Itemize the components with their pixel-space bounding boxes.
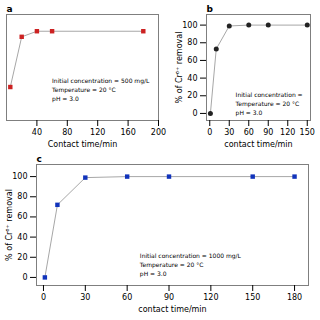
svg-text:b: b	[207, 4, 214, 14]
svg-text:160: 160	[120, 128, 135, 137]
svg-text:150: 150	[245, 293, 260, 302]
svg-text:80: 80	[62, 128, 72, 137]
svg-text:30: 30	[80, 293, 90, 302]
svg-text:100: 100	[12, 172, 27, 181]
svg-text:200: 200	[151, 128, 166, 137]
svg-text:40: 40	[32, 128, 42, 137]
svg-text:c: c	[37, 154, 42, 164]
svg-text:30: 30	[224, 128, 234, 137]
svg-text:Initial concentration =Tempera: Initial concentration =Temperature = 20 …	[235, 91, 303, 117]
svg-text:120: 120	[280, 128, 295, 137]
svg-text:contact time/min: contact time/min	[138, 305, 206, 314]
svg-text:0: 0	[207, 128, 212, 137]
svg-text:Contact time/min: Contact time/min	[48, 140, 118, 149]
svg-text:0: 0	[22, 273, 27, 282]
svg-text:contact time/min: contact time/min	[224, 140, 292, 149]
svg-text:60: 60	[17, 212, 27, 221]
svg-text:Initial concentration = 500 mg: Initial concentration = 500 mg/LTemperat…	[51, 77, 150, 103]
svg-text:120: 120	[203, 293, 218, 302]
svg-text:100: 100	[182, 21, 197, 30]
svg-text:Initial concentration = 1000 m: Initial concentration = 1000 mg/LTempera…	[139, 252, 242, 278]
svg-text:60: 60	[244, 128, 254, 137]
svg-text:% of Cr⁶⁺ removal: % of Cr⁶⁺ removal	[5, 189, 14, 261]
svg-text:150: 150	[300, 128, 315, 137]
svg-text:0: 0	[192, 109, 197, 118]
svg-text:0: 0	[41, 293, 46, 302]
svg-text:80: 80	[187, 38, 197, 47]
svg-text:% of Cr⁶⁺ removal: % of Cr⁶⁺ removal	[175, 32, 184, 104]
svg-text:40: 40	[17, 233, 27, 242]
svg-text:90: 90	[263, 128, 273, 137]
svg-text:90: 90	[164, 293, 174, 302]
svg-text:80: 80	[17, 192, 27, 201]
svg-text:20: 20	[17, 253, 27, 262]
svg-text:40: 40	[187, 74, 197, 83]
svg-text:20: 20	[187, 91, 197, 100]
svg-text:120: 120	[90, 128, 105, 137]
svg-text:60: 60	[122, 293, 132, 302]
svg-text:60: 60	[187, 56, 197, 65]
svg-text:a: a	[7, 4, 13, 14]
svg-text:180: 180	[287, 293, 302, 302]
